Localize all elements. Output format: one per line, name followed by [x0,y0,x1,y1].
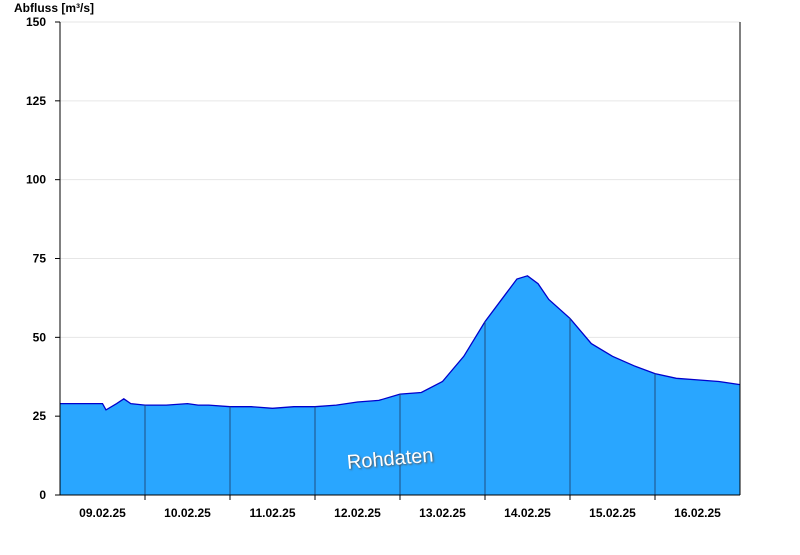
y-tick-label: 0 [39,488,46,502]
x-tick-label: 09.02.25 [79,506,126,520]
x-tick-label: 11.02.25 [249,506,295,520]
y-tick-label: 50 [33,330,47,344]
y-tick-label: 125 [26,94,46,108]
x-tick-label: 13.02.25 [419,506,466,520]
series-line [60,275,741,411]
x-tick-label: 15.02.25 [589,506,636,520]
x-tick-label: 14.02.25 [504,506,551,520]
y-tick-label: 150 [26,15,46,29]
y-tick-label: 75 [33,252,47,266]
y-axis-title: Abfluss [m³/s] [14,1,95,15]
y-tick-label: 25 [33,409,47,423]
x-tick-label: 10.02.25 [164,506,211,520]
x-tick-label: 12.02.25 [334,506,381,520]
y-tick-label: 100 [26,173,46,187]
x-tick-label: 16.02.25 [674,506,721,520]
